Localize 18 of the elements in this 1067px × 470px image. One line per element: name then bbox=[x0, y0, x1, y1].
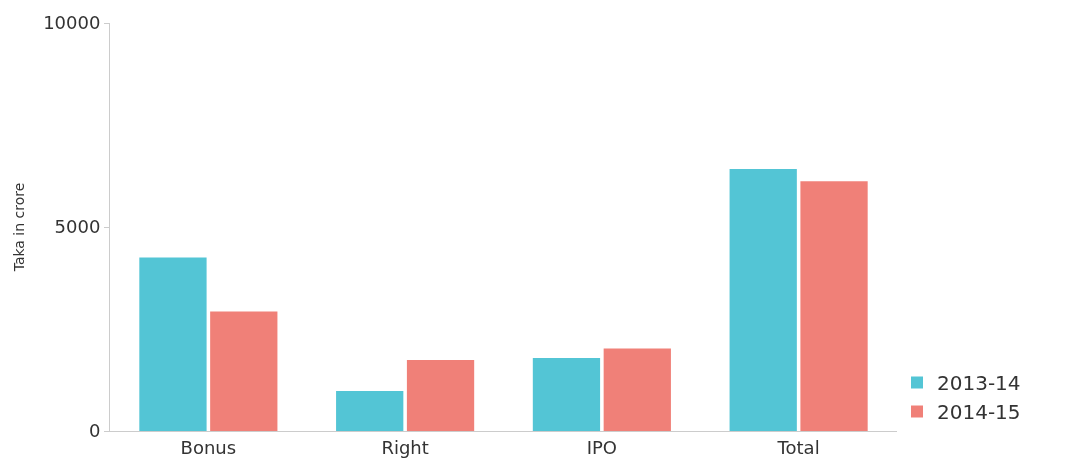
bar bbox=[336, 391, 404, 431]
x-tick-label: Total bbox=[776, 436, 820, 458]
bar bbox=[729, 169, 797, 431]
legend-label: 2014-15 bbox=[937, 400, 1021, 425]
y-tick-label: 10000 bbox=[43, 12, 101, 34]
bar bbox=[800, 181, 868, 431]
bar bbox=[139, 257, 207, 431]
bar bbox=[406, 360, 475, 431]
y-tick-label: 5000 bbox=[54, 216, 101, 238]
x-tick-label: Bonus bbox=[180, 436, 237, 458]
y-tick-label: 0 bbox=[88, 420, 101, 442]
x-tick-label: Right bbox=[381, 436, 429, 458]
bar bbox=[603, 348, 671, 431]
bar bbox=[210, 311, 278, 431]
bar bbox=[532, 357, 601, 431]
x-tick-label: IPO bbox=[586, 436, 618, 458]
legend-label: 2013-14 bbox=[937, 371, 1021, 396]
y-axis-title: Taka in crore bbox=[10, 182, 27, 273]
